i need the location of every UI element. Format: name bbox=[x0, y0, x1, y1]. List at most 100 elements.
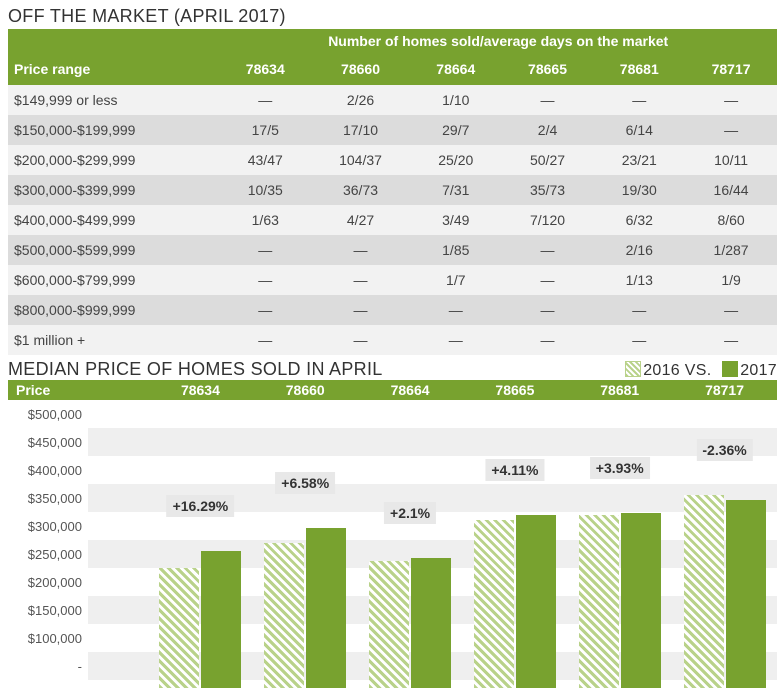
cell: 7/120 bbox=[502, 205, 594, 235]
table-row: $400,000-$499,9991/634/273/497/1206/328/… bbox=[8, 205, 777, 235]
cell: — bbox=[502, 295, 594, 325]
y-tick-label: $450,000 bbox=[8, 435, 88, 450]
cell: — bbox=[219, 235, 311, 265]
zip-header: 78634 bbox=[219, 53, 311, 85]
bar-2016 bbox=[159, 568, 199, 688]
table-row: $150,000-$199,99917/517/1029/72/46/14— bbox=[8, 115, 777, 145]
chart-price-header: Price bbox=[8, 382, 148, 398]
bar-2016 bbox=[474, 520, 514, 688]
cell: 43/47 bbox=[219, 145, 311, 175]
legend-swatch-2016-icon bbox=[625, 361, 641, 377]
table-column-header: Price range 78634 78660 78664 78665 7868… bbox=[8, 53, 777, 85]
bar-2016 bbox=[579, 515, 619, 688]
chart-zip-header: 78681 bbox=[567, 382, 672, 398]
cell: 1/9 bbox=[685, 265, 777, 295]
chart-zip-header: 78660 bbox=[253, 382, 358, 398]
bar-group: +3.93% bbox=[567, 400, 672, 688]
chart-columns: +16.29%+6.58%+2.1%+4.11%+3.93%-2.36% bbox=[148, 400, 777, 688]
cell: — bbox=[219, 325, 311, 355]
pct-label: +16.29% bbox=[167, 495, 235, 517]
cell: 10/11 bbox=[685, 145, 777, 175]
row-header: Price range bbox=[8, 53, 219, 85]
zip-header: 78664 bbox=[410, 53, 502, 85]
cell: — bbox=[311, 295, 410, 325]
bar-group: +4.11% bbox=[462, 400, 567, 688]
table-row: $200,000-$299,99943/47104/3725/2050/2723… bbox=[8, 145, 777, 175]
pct-label: +3.93% bbox=[590, 457, 650, 479]
row-label: $500,000-$599,999 bbox=[8, 235, 219, 265]
cell: 50/27 bbox=[502, 145, 594, 175]
bar-2016 bbox=[369, 561, 409, 688]
pct-label: +4.11% bbox=[485, 459, 544, 481]
table-row: $149,999 or less—2/261/10——— bbox=[8, 85, 777, 115]
cell: — bbox=[502, 325, 594, 355]
cell: 16/44 bbox=[685, 175, 777, 205]
bar-2017 bbox=[516, 515, 556, 688]
cell: — bbox=[311, 235, 410, 265]
chart-y-axis: $500,000$450,000$400,000$350,000$300,000… bbox=[8, 400, 148, 688]
cell: — bbox=[410, 325, 502, 355]
cell: — bbox=[219, 85, 311, 115]
zip-header: 78665 bbox=[502, 53, 594, 85]
cell: 17/5 bbox=[219, 115, 311, 145]
cell: 7/31 bbox=[410, 175, 502, 205]
cell: 19/30 bbox=[593, 175, 685, 205]
zip-header: 78660 bbox=[311, 53, 410, 85]
chart-header: Price 78634 78660 78664 78665 78681 7871… bbox=[8, 380, 777, 400]
cell: 29/7 bbox=[410, 115, 502, 145]
cell: — bbox=[593, 325, 685, 355]
cell: 2/26 bbox=[311, 85, 410, 115]
bar-2017 bbox=[726, 500, 766, 688]
row-label: $149,999 or less bbox=[8, 85, 219, 115]
zip-header: 78717 bbox=[685, 53, 777, 85]
cell: — bbox=[685, 115, 777, 145]
cell: — bbox=[219, 295, 311, 325]
cell: 1/63 bbox=[219, 205, 311, 235]
cell: 35/73 bbox=[502, 175, 594, 205]
bar-2017 bbox=[621, 513, 661, 688]
table-row: $1 million +—————— bbox=[8, 325, 777, 355]
table-row: $800,000-$999,999—————— bbox=[8, 295, 777, 325]
y-tick-label: $350,000 bbox=[8, 491, 88, 506]
row-label: $200,000-$299,999 bbox=[8, 145, 219, 175]
cell: 25/20 bbox=[410, 145, 502, 175]
cell: — bbox=[502, 265, 594, 295]
chart-plot: +16.29%+6.58%+2.1%+4.11%+3.93%-2.36% bbox=[148, 400, 777, 688]
legend-2017-label: 2017 bbox=[740, 362, 777, 379]
y-tick-label: $200,000 bbox=[8, 575, 88, 590]
cell: — bbox=[685, 295, 777, 325]
row-label: $150,000-$199,999 bbox=[8, 115, 219, 145]
cell: 6/14 bbox=[593, 115, 685, 145]
y-tick-label: $300,000 bbox=[8, 519, 88, 534]
cell: — bbox=[593, 85, 685, 115]
cell: 104/37 bbox=[311, 145, 410, 175]
cell: 1/85 bbox=[410, 235, 502, 265]
chart-legend: 2016 VS. 2017 bbox=[619, 361, 777, 380]
bar-group: +2.1% bbox=[358, 400, 463, 688]
y-tick-label: $100,000 bbox=[8, 631, 88, 646]
bar-2017 bbox=[411, 558, 451, 688]
zip-header: 78681 bbox=[593, 53, 685, 85]
cell: 2/16 bbox=[593, 235, 685, 265]
cell: — bbox=[593, 295, 685, 325]
bar-2017 bbox=[306, 528, 346, 688]
table-row: $500,000-$599,999——1/85—2/161/287 bbox=[8, 235, 777, 265]
cell: 23/21 bbox=[593, 145, 685, 175]
chart-body: $500,000$450,000$400,000$350,000$300,000… bbox=[8, 400, 777, 688]
table-row: $600,000-$799,999——1/7—1/131/9 bbox=[8, 265, 777, 295]
cell: — bbox=[219, 265, 311, 295]
cell: 1/287 bbox=[685, 235, 777, 265]
chart-title: MEDIAN PRICE OF HOMES SOLD IN APRIL bbox=[8, 359, 383, 380]
y-tick-label: $250,000 bbox=[8, 547, 88, 562]
cell: 1/13 bbox=[593, 265, 685, 295]
table-super-header: Number of homes sold/average days on the… bbox=[8, 29, 777, 53]
table-title: OFF THE MARKET (APRIL 2017) bbox=[8, 6, 777, 27]
table-super-header-text: Number of homes sold/average days on the… bbox=[219, 29, 777, 53]
chart-zip-header: 78664 bbox=[358, 382, 463, 398]
cell: — bbox=[685, 85, 777, 115]
table-row: $300,000-$399,99910/3536/737/3135/7319/3… bbox=[8, 175, 777, 205]
cell: 1/7 bbox=[410, 265, 502, 295]
chart-zip-header: 78634 bbox=[148, 382, 253, 398]
cell: 3/49 bbox=[410, 205, 502, 235]
row-label: $400,000-$499,999 bbox=[8, 205, 219, 235]
